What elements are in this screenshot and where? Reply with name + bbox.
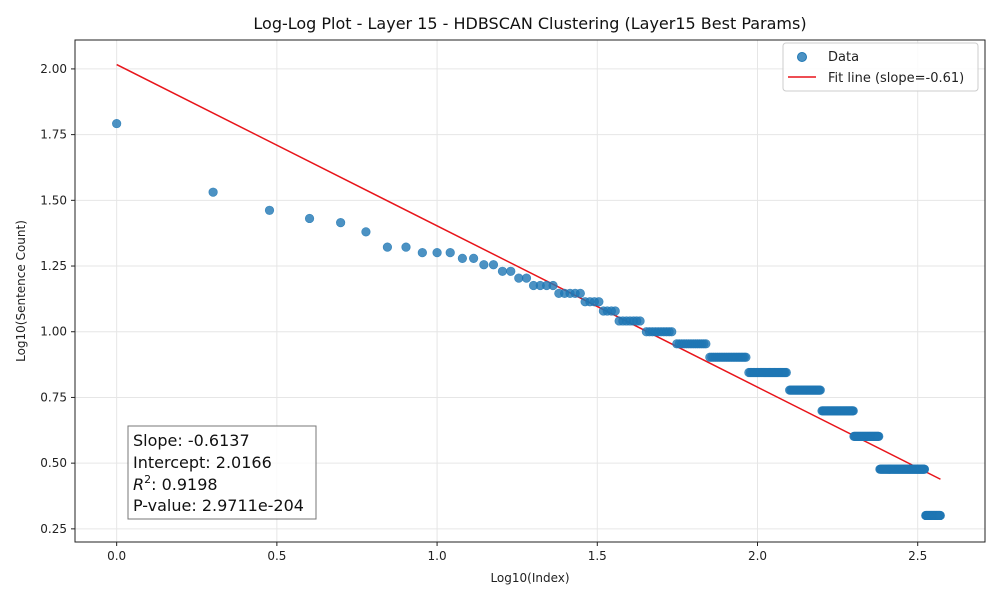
data-point [741,352,751,362]
data-point [514,273,524,283]
y-tick-label: 1.50 [40,193,67,207]
data-point [488,260,499,270]
x-axis-label: Log10(Index) [490,571,569,585]
fit-line [116,63,941,480]
x-tick-label: 0.0 [107,549,126,563]
data-point [417,248,427,258]
fit-line-layer [116,63,941,480]
x-tick-label: 0.5 [267,549,286,563]
legend-label-data: Data [828,50,859,65]
data-point [575,288,585,298]
data-point [479,260,489,270]
stats-r-squared: R2: 0.9198 [133,473,218,494]
data-point [445,248,455,258]
y-tick-label: 1.25 [40,259,67,273]
data-point [506,266,516,276]
data-point [701,339,711,349]
y-tick-label: 0.50 [40,456,67,470]
plot-frame [74,39,986,543]
y-axis-label: Log10(Sentence Count) [14,220,28,362]
data-point [919,464,930,474]
data-points [112,118,945,521]
y-tick-label: 1.75 [40,128,67,142]
data-point [336,218,346,228]
data-point [304,213,315,224]
data-point [264,205,275,215]
y-axis-ticks: 0.25 0.50 0.75 1.00 1.25 1.50 1.75 2.00 [40,62,75,536]
data-point [382,242,393,252]
y-tick-label: 0.75 [40,390,67,404]
legend: Data Fit line (slope=-0.61) [782,42,979,92]
data-point [432,248,442,258]
stats-box: Slope: -0.6137 Intercept: 2.0166 R2: 0.9… [127,425,317,520]
data-point [521,273,532,283]
data-point [635,316,645,326]
legend-label-fit-line: Fit line (slope=-0.61) [828,71,964,86]
stats-box-frame [127,425,317,520]
data-point [401,242,411,252]
data-point [848,406,858,416]
chart-title: Log-Log Plot - Layer 15 - HDBSCAN Cluste… [253,14,806,33]
y-tick-label: 0.25 [40,522,67,536]
data-point [497,266,508,276]
data-point [610,306,620,316]
data-point [112,118,122,129]
data-point [548,280,558,291]
data-point [469,253,479,264]
x-tick-label: 2.0 [748,549,767,563]
legend-marker-data [797,52,807,62]
stats-p-value: P-value: 2.9711e-204 [133,496,304,515]
data-point [361,227,371,237]
data-point [457,253,467,264]
y-tick-label: 1.00 [40,325,67,339]
data-point [815,385,825,395]
x-axis-ticks: 0.0 0.5 1.0 1.5 2.0 2.5 [107,542,927,563]
x-tick-label: 1.5 [588,549,607,563]
stats-intercept: Intercept: 2.0166 [133,453,272,472]
y-tick-label: 2.00 [40,62,67,76]
stats-slope: Slope: -0.6137 [133,431,250,450]
data-point [594,297,604,307]
legend-frame [782,42,979,92]
data-point [781,367,791,378]
data-point [874,431,884,441]
x-tick-label: 2.5 [908,549,927,563]
data-point [935,510,945,521]
x-tick-label: 1.0 [428,549,447,563]
data-point [208,187,218,197]
data-point [667,327,677,337]
